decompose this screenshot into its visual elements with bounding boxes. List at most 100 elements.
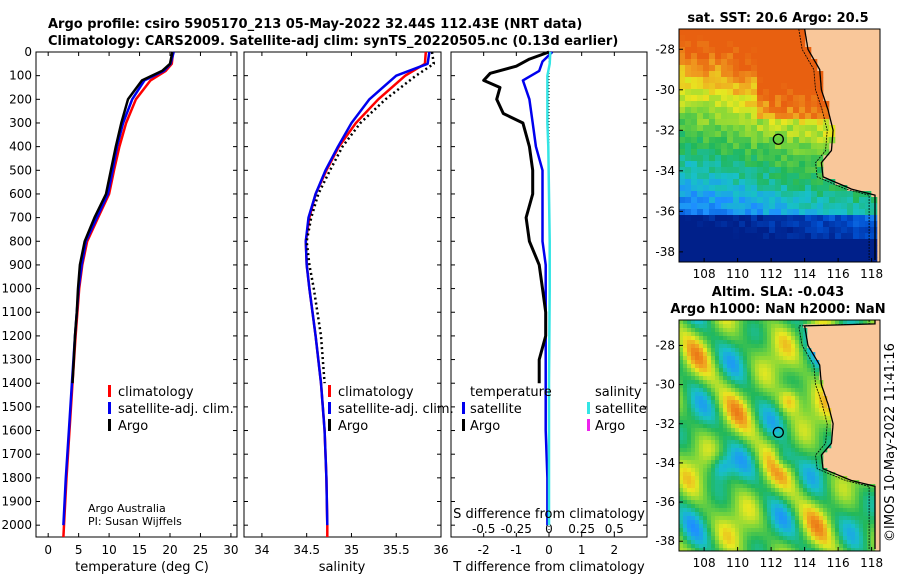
- ocean-cell: [683, 396, 688, 401]
- ocean-cell: [733, 95, 740, 102]
- ocean-cell: [791, 332, 796, 337]
- ocean-cell: [803, 404, 808, 409]
- ocean-cell: [783, 488, 788, 493]
- ocean-cell: [759, 504, 764, 509]
- ocean-cell: [811, 480, 816, 485]
- ocean-cell: [751, 380, 756, 385]
- ocean-cell: [781, 95, 788, 102]
- ocean-cell: [863, 540, 868, 545]
- ocean-cell: [739, 528, 744, 533]
- ocean-cell: [755, 408, 760, 413]
- ocean-cell: [711, 468, 716, 473]
- ocean-cell: [755, 444, 760, 449]
- ocean-cell: [711, 320, 716, 325]
- ocean-cell: [779, 524, 784, 529]
- ocean-cell: [715, 464, 720, 469]
- ocean-cell: [775, 320, 780, 325]
- ocean-cell: [763, 197, 770, 204]
- ocean-cell: [767, 356, 772, 361]
- ocean-cell: [715, 380, 720, 385]
- ocean-cell: [823, 440, 828, 445]
- ocean-cell: [691, 544, 696, 549]
- ocean-cell: [683, 472, 688, 477]
- ocean-cell: [819, 544, 824, 549]
- ocean-cell: [817, 89, 824, 96]
- ocean-cell: [747, 500, 752, 505]
- sal-legend-label-satellite: satellite-adj. clim.: [338, 402, 454, 417]
- ocean-cell: [791, 524, 796, 529]
- ocean-cell: [711, 452, 716, 457]
- ocean-cell: [763, 524, 768, 529]
- ocean-cell: [823, 512, 828, 517]
- ocean-cell: [691, 376, 696, 381]
- ocean-cell: [807, 464, 812, 469]
- ocean-cell: [731, 356, 736, 361]
- ocean-cell: [867, 532, 872, 537]
- ocean-cell: [827, 484, 832, 489]
- ocean-cell: [817, 143, 824, 150]
- ocean-cell: [759, 468, 764, 473]
- ocean-cell: [843, 484, 848, 489]
- map-x-tick-label: 110: [726, 556, 749, 570]
- ocean-cell: [739, 41, 746, 48]
- y-tick-label: 800: [9, 234, 32, 248]
- ocean-cell: [847, 520, 852, 525]
- ocean-cell: [811, 368, 816, 373]
- ocean-cell: [791, 328, 796, 333]
- ocean-cell: [829, 197, 836, 204]
- ocean-cell: [803, 500, 808, 505]
- ocean-cell: [767, 408, 772, 413]
- ocean-cell: [723, 320, 728, 325]
- ocean-cell: [739, 167, 746, 174]
- ocean-cell: [703, 340, 708, 345]
- ocean-cell: [739, 356, 744, 361]
- ocean-cell: [799, 464, 804, 469]
- ocean-cell: [775, 524, 780, 529]
- ocean-cell: [775, 209, 782, 216]
- ocean-cell: [727, 384, 732, 389]
- ocean-cell: [779, 532, 784, 537]
- ocean-cell: [771, 472, 776, 477]
- ocean-cell: [715, 356, 720, 361]
- ocean-cell: [775, 173, 782, 180]
- ocean-cell: [719, 536, 724, 541]
- ocean-cell: [723, 396, 728, 401]
- ocean-cell: [683, 516, 688, 521]
- ocean-cell: [715, 508, 720, 513]
- ocean-cell: [721, 167, 728, 174]
- ocean-cell: [727, 372, 732, 377]
- ocean-cell: [683, 512, 688, 517]
- ocean-cell: [791, 444, 796, 449]
- ocean-cell: [727, 332, 732, 337]
- ocean-cell: [863, 504, 868, 509]
- ocean-cell: [695, 476, 700, 481]
- ocean-cell: [781, 233, 788, 240]
- ocean-cell: [699, 392, 704, 397]
- ocean-cell: [763, 77, 770, 84]
- ocean-cell: [703, 83, 710, 90]
- ocean-cell: [823, 540, 828, 545]
- ocean-cell: [751, 233, 758, 240]
- ocean-cell: [787, 544, 792, 549]
- ocean-cell: [755, 468, 760, 473]
- ocean-cell: [811, 464, 816, 469]
- ocean-cell: [795, 540, 800, 545]
- ocean-cell: [731, 392, 736, 397]
- ocean-cell: [769, 149, 776, 156]
- ocean-cell: [733, 251, 740, 258]
- ocean-cell: [807, 444, 812, 449]
- ocean-cell: [715, 65, 722, 72]
- ocean-cell: [739, 496, 744, 501]
- ocean-cell: [703, 500, 708, 505]
- ocean-cell: [715, 340, 720, 345]
- ocean-cell: [823, 131, 830, 138]
- ocean-cell: [799, 107, 806, 114]
- ocean-cell: [703, 245, 710, 252]
- ocean-cell: [763, 59, 770, 66]
- ocean-cell: [853, 245, 860, 252]
- ocean-cell: [745, 221, 752, 228]
- ocean-cell: [685, 155, 692, 162]
- ocean-cell: [679, 376, 684, 381]
- ocean-cell: [871, 203, 878, 210]
- ocean-cell: [863, 492, 868, 497]
